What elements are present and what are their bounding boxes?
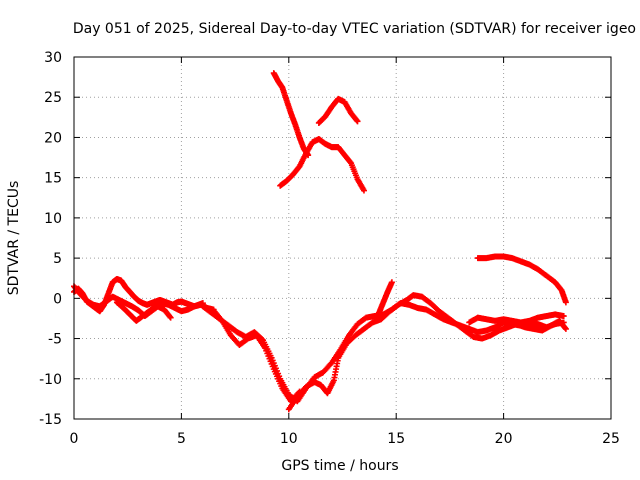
x-tick-label: 15 bbox=[387, 431, 405, 447]
y-tick-label: 20 bbox=[44, 130, 62, 146]
y-tick-label: 15 bbox=[44, 171, 62, 187]
series-arc-11 bbox=[277, 136, 367, 194]
data-point bbox=[388, 279, 395, 286]
data-point bbox=[353, 117, 360, 124]
x-axis-label: GPS time / hours bbox=[281, 458, 398, 474]
tick-labels: 0 5 10 15 20 25 -15 -10 -5 0 5 10 15 20 25 30 bbox=[39, 50, 620, 447]
data-point bbox=[562, 324, 569, 331]
series-arc-9 bbox=[376, 279, 395, 316]
series-arc-8 bbox=[466, 311, 567, 326]
x-tick-label: 0 bbox=[70, 431, 79, 447]
data-point bbox=[360, 187, 367, 194]
data-point bbox=[167, 314, 174, 321]
data-point bbox=[166, 313, 173, 320]
data-point bbox=[354, 118, 361, 125]
axis-ticks bbox=[73, 56, 612, 420]
y-axis-label: SDTVAR / TECUs bbox=[6, 181, 22, 296]
series-arc-12 bbox=[315, 95, 361, 126]
y-tick-label: 5 bbox=[53, 251, 62, 267]
y-tick-label: 30 bbox=[44, 50, 62, 66]
data-point bbox=[560, 313, 567, 320]
data-points bbox=[71, 70, 569, 413]
series-arc-13 bbox=[474, 253, 569, 306]
data-point bbox=[562, 299, 569, 306]
y-tick-label: -5 bbox=[48, 332, 62, 348]
x-tick-label: 25 bbox=[602, 431, 620, 447]
x-tick-label: 5 bbox=[177, 431, 186, 447]
y-tick-label: 25 bbox=[44, 90, 62, 106]
x-tick-label: 10 bbox=[280, 431, 298, 447]
y-tick-label: -10 bbox=[39, 372, 62, 388]
series-arc-10 bbox=[270, 70, 312, 159]
y-tick-label: 0 bbox=[53, 291, 62, 307]
data-point bbox=[347, 159, 354, 166]
y-tick-label: 10 bbox=[44, 211, 62, 227]
plot-frame bbox=[73, 56, 612, 420]
x-tick-label: 20 bbox=[495, 431, 513, 447]
y-tick-label: -15 bbox=[39, 412, 62, 428]
series-arc-7 bbox=[335, 292, 569, 361]
grid-lines bbox=[74, 57, 611, 419]
series-arc-5 bbox=[210, 307, 303, 405]
chart-title: Day 051 of 2025, Sidereal Day-to-day VTE… bbox=[73, 21, 636, 37]
data-point bbox=[562, 325, 569, 332]
